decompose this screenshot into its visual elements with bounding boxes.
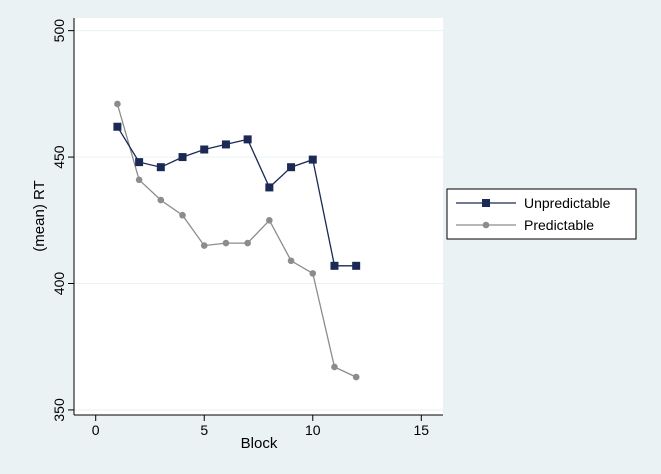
- x-tick-label: 15: [414, 422, 430, 438]
- data-point: [222, 239, 230, 247]
- data-point: [243, 135, 252, 144]
- data-point: [200, 145, 209, 154]
- legend-marker: [482, 199, 490, 207]
- data-point: [179, 211, 186, 219]
- data-point: [352, 261, 361, 270]
- data-point: [178, 153, 187, 162]
- x-tick-label: 10: [305, 422, 321, 438]
- y-tick-label: 500: [51, 19, 67, 43]
- series-line: [116, 103, 357, 378]
- legend-label: Predictable: [524, 217, 594, 233]
- data-point: [287, 257, 295, 265]
- data-point: [265, 183, 274, 192]
- data-point: [157, 196, 165, 204]
- data-point: [200, 242, 208, 249]
- x-ticks: 0 5 10 15: [92, 415, 429, 438]
- data-point: [352, 373, 360, 381]
- data-point: [308, 155, 317, 164]
- y-ticks: 350 400 450 500: [51, 19, 74, 422]
- data-point: [135, 176, 143, 184]
- legend-box: [446, 188, 637, 240]
- x-axis-title: Block: [241, 435, 278, 452]
- data-point: [331, 363, 338, 371]
- data-point: [156, 163, 165, 172]
- legend-label: Unpredictable: [524, 195, 611, 211]
- data-point: [135, 158, 144, 167]
- series-marks: [113, 100, 361, 381]
- y-tick-label: 400: [51, 272, 67, 296]
- data-point: [114, 100, 121, 108]
- axes: [73, 18, 443, 416]
- x-tick-label: 0: [92, 422, 100, 438]
- data-point: [309, 270, 317, 277]
- y-axis-title: (mean) RT: [31, 180, 48, 251]
- x-tick-label: 5: [200, 422, 208, 438]
- data-point: [113, 122, 122, 131]
- data-point: [244, 239, 251, 247]
- data-point: [266, 216, 273, 224]
- data-point: [221, 140, 230, 149]
- data-point: [287, 163, 296, 172]
- y-tick-label: 450: [51, 145, 67, 169]
- y-tick-label: 350: [51, 398, 67, 422]
- legend-marker: [482, 221, 490, 229]
- legend: Unpredictable Predictable: [446, 188, 637, 240]
- plot-area: [74, 18, 443, 415]
- data-point: [330, 261, 339, 270]
